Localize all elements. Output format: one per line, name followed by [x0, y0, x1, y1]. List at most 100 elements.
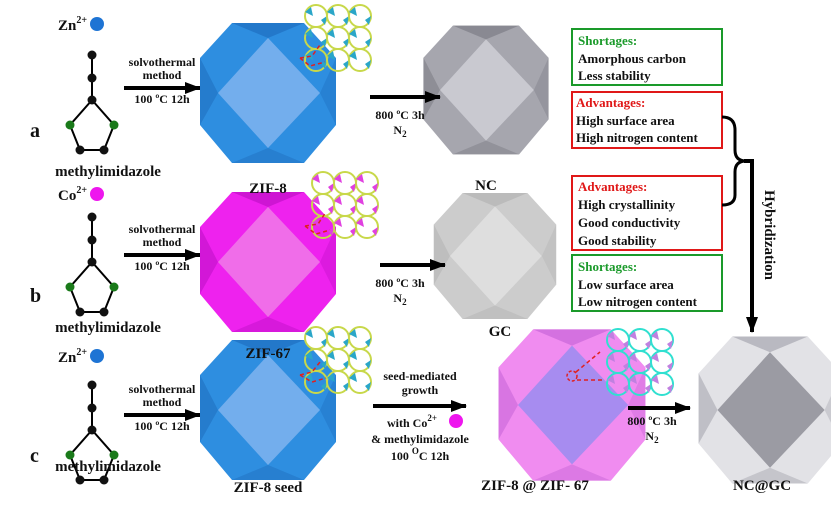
crystal-face: [717, 352, 825, 468]
methylimidazole-molecule-a: [65, 50, 119, 155]
svg-text:800 ºC 3h: 800 ºC 3h: [375, 276, 425, 290]
svg-text:High crystallinity: High crystallinity: [578, 197, 676, 212]
zif8-framework-inset-c: [304, 326, 372, 394]
framework-node: [349, 29, 357, 38]
svg-text:Shortages:: Shortages:: [578, 259, 637, 274]
atom: [87, 257, 97, 267]
atom: [87, 73, 97, 83]
crystal-face: [232, 192, 304, 207]
framework-ring: [311, 171, 335, 195]
ligand-label-c: methylimidazole: [55, 459, 161, 475]
framework-node: [327, 29, 335, 38]
ligand-label-a: methylimidazole: [55, 164, 161, 180]
crystal-face: [698, 373, 718, 444]
atom: [87, 235, 97, 245]
framework-ring: [355, 215, 379, 239]
framework-ring: [348, 4, 372, 28]
svg-text:800 ºC 3h: 800 ºC 3h: [375, 108, 425, 122]
atom: [109, 120, 119, 130]
crystal-face: [232, 317, 304, 332]
atom: [99, 475, 109, 485]
atom: [87, 380, 97, 390]
framework-ring: [348, 48, 372, 72]
crystal-face: [541, 224, 557, 285]
nc-shortages-box: Shortages: Amorphous carbon Less stabili…: [571, 28, 723, 86]
crystal-face: [732, 336, 808, 353]
zn-ion-a: Zn2+: [58, 15, 104, 34]
svg-text:Shortages:: Shortages:: [578, 33, 637, 48]
framework-node: [645, 384, 651, 393]
framework-ring: [355, 171, 379, 195]
framework-node: [321, 360, 327, 369]
framework-node: [305, 373, 313, 382]
svg-text:Low nitrogen content: Low nitrogen content: [578, 294, 698, 309]
framework-node: [343, 16, 349, 25]
framework-node: [305, 51, 313, 60]
svg-text:method: method: [143, 68, 182, 82]
framework-ring: [333, 215, 357, 239]
framework-node: [356, 196, 364, 205]
framework-node: [312, 218, 320, 227]
atom: [75, 145, 85, 155]
atom: [65, 282, 75, 292]
framework-node: [349, 373, 357, 382]
svg-text:800 ºC 3h: 800 ºC 3h: [627, 414, 677, 428]
methylimidazole-molecule-c: [65, 380, 119, 485]
framework-node: [312, 196, 320, 205]
framework-node: [651, 353, 659, 362]
framework-node: [350, 205, 356, 214]
svg-text:Good conductivity: Good conductivity: [578, 215, 681, 230]
framework-ring: [650, 328, 674, 352]
svg-text:High nitrogen content: High nitrogen content: [576, 130, 698, 145]
svg-text:100 OC 12h: 100 OC 12h: [391, 446, 450, 463]
crystal-face: [628, 367, 646, 440]
framework-node: [365, 38, 371, 47]
framework-node: [321, 338, 327, 347]
ligand-label-b: methylimidazole: [55, 320, 161, 336]
framework-node: [365, 360, 371, 369]
framework-ring: [326, 26, 350, 50]
framework-node: [328, 205, 334, 214]
crystal-face: [200, 375, 218, 442]
framework-node: [343, 60, 349, 69]
framework-node: [645, 340, 651, 349]
atom: [65, 450, 75, 460]
methylimidazole-molecule-b: [65, 212, 119, 317]
crystal-face: [533, 57, 549, 120]
framework-ring: [348, 348, 372, 372]
crystal-face: [452, 140, 520, 155]
svg-text:Zn2+: Zn2+: [58, 347, 87, 366]
crystal-face: [200, 227, 218, 294]
framework-node: [305, 7, 313, 16]
nc-advantages-box: Advantages: High surface area High nitro…: [571, 91, 723, 149]
svg-text:100 ºC 12h: 100 ºC 12h: [134, 92, 190, 106]
hybridization-label: Hybridization: [761, 190, 777, 281]
atom: [109, 282, 119, 292]
carbonization-step-a: 800 ºC 3h N2: [370, 91, 441, 139]
zn-ion-icon: [90, 349, 104, 363]
zif8-zif67-label: ZIF-8 @ ZIF- 67: [481, 478, 589, 494]
framework-node: [305, 351, 313, 360]
brace-icon: [721, 115, 747, 207]
solvothermal-step-b: solvothermal method 100 ºC 12h: [124, 222, 201, 273]
atom: [87, 212, 97, 222]
svg-text:100 ºC 12h: 100 ºC 12h: [134, 419, 190, 433]
svg-text:Advantages:: Advantages:: [576, 95, 645, 110]
framework-node: [623, 384, 629, 393]
svg-text:Amorphous carbon: Amorphous carbon: [578, 51, 687, 66]
framework-node: [629, 331, 637, 340]
framework-node: [327, 373, 335, 382]
svg-text:Zn2+: Zn2+: [58, 15, 87, 34]
framework-ring: [304, 326, 328, 350]
framework-node: [349, 7, 357, 16]
atom: [87, 50, 97, 60]
crystal-face: [200, 58, 218, 125]
framework-node: [334, 174, 342, 183]
crystal-face: [232, 23, 304, 38]
zoom-callout-lines: [299, 44, 326, 67]
zn-ion-icon: [90, 17, 104, 31]
svg-text:100 ºC 12h: 100 ºC 12h: [134, 259, 190, 273]
crystal-face: [218, 355, 320, 465]
zif8-seed-label: ZIF-8 seed: [234, 480, 303, 496]
framework-node: [327, 51, 335, 60]
